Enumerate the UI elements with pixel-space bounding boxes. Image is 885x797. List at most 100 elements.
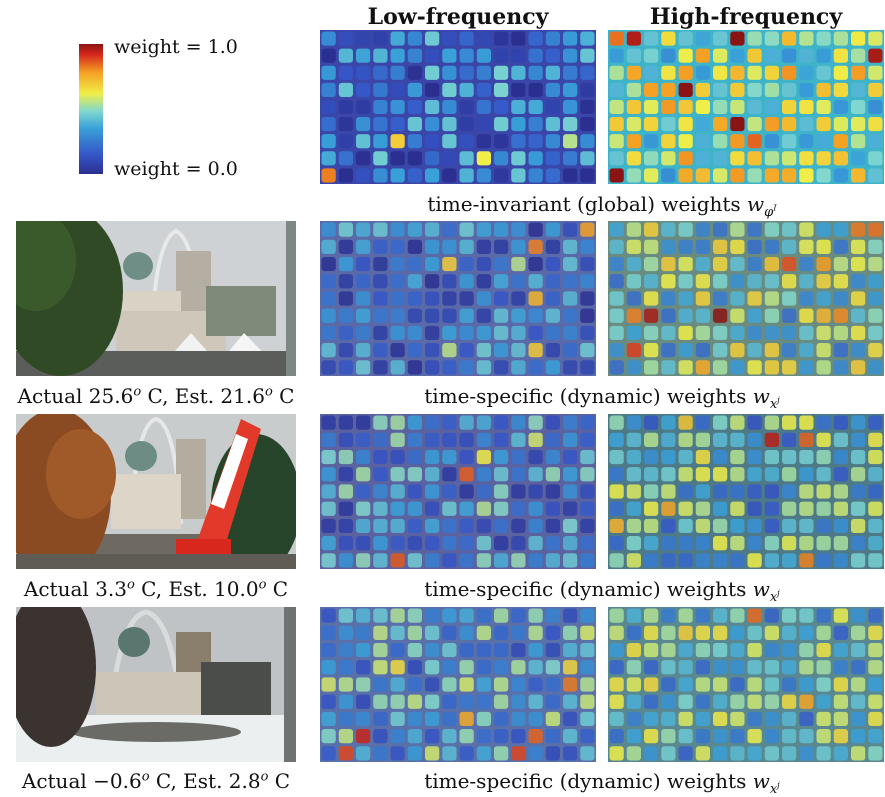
weight-cell [545, 660, 560, 675]
weight-cell [626, 117, 641, 132]
weight-cell [730, 168, 745, 183]
weight-cell [373, 325, 388, 341]
weight-cell [799, 151, 814, 166]
weight-cell [609, 48, 624, 63]
weight-cell [782, 677, 797, 692]
weight-cell [851, 660, 866, 675]
weight-cell [644, 117, 659, 132]
weight-cell [476, 82, 491, 97]
weight-cell [747, 415, 762, 430]
weight-cell [868, 625, 883, 640]
weight-cell [373, 308, 388, 323]
weight-cell [868, 48, 883, 63]
weight-cell [494, 151, 509, 166]
weight-cell [609, 711, 624, 727]
weight-cell [545, 239, 560, 254]
weight-cell [851, 239, 866, 254]
weight-cell [494, 325, 509, 341]
weight-cell [816, 432, 831, 447]
weight-cell [695, 415, 710, 430]
weight-cell [626, 501, 641, 516]
weight-cell [425, 449, 440, 465]
weight-cell [321, 501, 336, 516]
weight-cell [609, 343, 624, 358]
weight-cell [580, 31, 595, 46]
weight-cell [782, 308, 797, 323]
weight-cell [338, 343, 353, 358]
weight-cell [321, 432, 336, 447]
weight-cell [494, 625, 509, 640]
weight-cell [644, 134, 659, 149]
weight-cell [661, 518, 676, 534]
weight-cell [695, 746, 710, 761]
weight-cell [442, 553, 457, 568]
weight-cell [851, 501, 866, 516]
weight-cell [833, 415, 848, 430]
weight-cell [868, 222, 883, 237]
weight-cell [390, 608, 405, 623]
weight-cell [356, 660, 371, 675]
weight-cell [442, 415, 457, 430]
weight-cell [816, 449, 831, 465]
weight-cell [695, 222, 710, 237]
weight-cell [494, 467, 509, 482]
weight-cell [528, 467, 543, 482]
weight-cell [609, 151, 624, 166]
weight-cell [459, 746, 474, 761]
weight-cell [868, 518, 883, 534]
weight-cell [407, 625, 422, 640]
weight-cell [580, 360, 595, 375]
weight-cell [528, 518, 543, 534]
weight-cell [609, 222, 624, 237]
weight-cell [511, 642, 526, 658]
weight-cell [730, 625, 745, 640]
weight-cell [425, 677, 440, 692]
weight-cell [321, 31, 336, 46]
weight-cell [713, 134, 728, 149]
weight-cell [799, 343, 814, 358]
weight-cell [425, 325, 440, 341]
weight-cell [545, 222, 560, 237]
weight-cell [425, 625, 440, 640]
weight-cell [390, 239, 405, 254]
row-3-dynamic-caption: time-specific (dynamic) weights wxj [424, 769, 780, 797]
weight-cell [747, 48, 762, 63]
weight-cell [494, 308, 509, 323]
weight-cell [626, 31, 641, 46]
weight-cell [511, 625, 526, 640]
weight-cell [338, 432, 353, 447]
weight-cell [373, 222, 388, 237]
weight-cell [816, 694, 831, 709]
weight-cell [730, 31, 745, 46]
weight-cell [730, 536, 745, 551]
weight-cell [563, 82, 578, 97]
weight-cell [580, 660, 595, 675]
weight-cell [661, 308, 676, 323]
weight-cell [563, 432, 578, 447]
weight-cell [747, 117, 762, 132]
weight-cell [407, 501, 422, 516]
weight-cell [764, 729, 779, 744]
weight-cell [356, 432, 371, 447]
weight-cell [459, 117, 474, 132]
weight-cell [442, 642, 457, 658]
weight-cell [695, 48, 710, 63]
weight-cell [644, 48, 659, 63]
weight-cell [338, 291, 353, 306]
weight-cell [528, 694, 543, 709]
weight-cell [528, 343, 543, 358]
weight-cell [833, 168, 848, 183]
weight-cell [580, 711, 595, 727]
weight-cell [442, 711, 457, 727]
weight-cell [338, 536, 353, 551]
weight-cell [563, 151, 578, 166]
weight-cell [833, 625, 848, 640]
weight-cell [321, 553, 336, 568]
weight-cell [390, 660, 405, 675]
weight-cell [459, 518, 474, 534]
weight-cell [356, 677, 371, 692]
weight-cell [626, 48, 641, 63]
weight-cell [764, 449, 779, 465]
weight-cell [373, 168, 388, 183]
weight-cell [407, 168, 422, 183]
